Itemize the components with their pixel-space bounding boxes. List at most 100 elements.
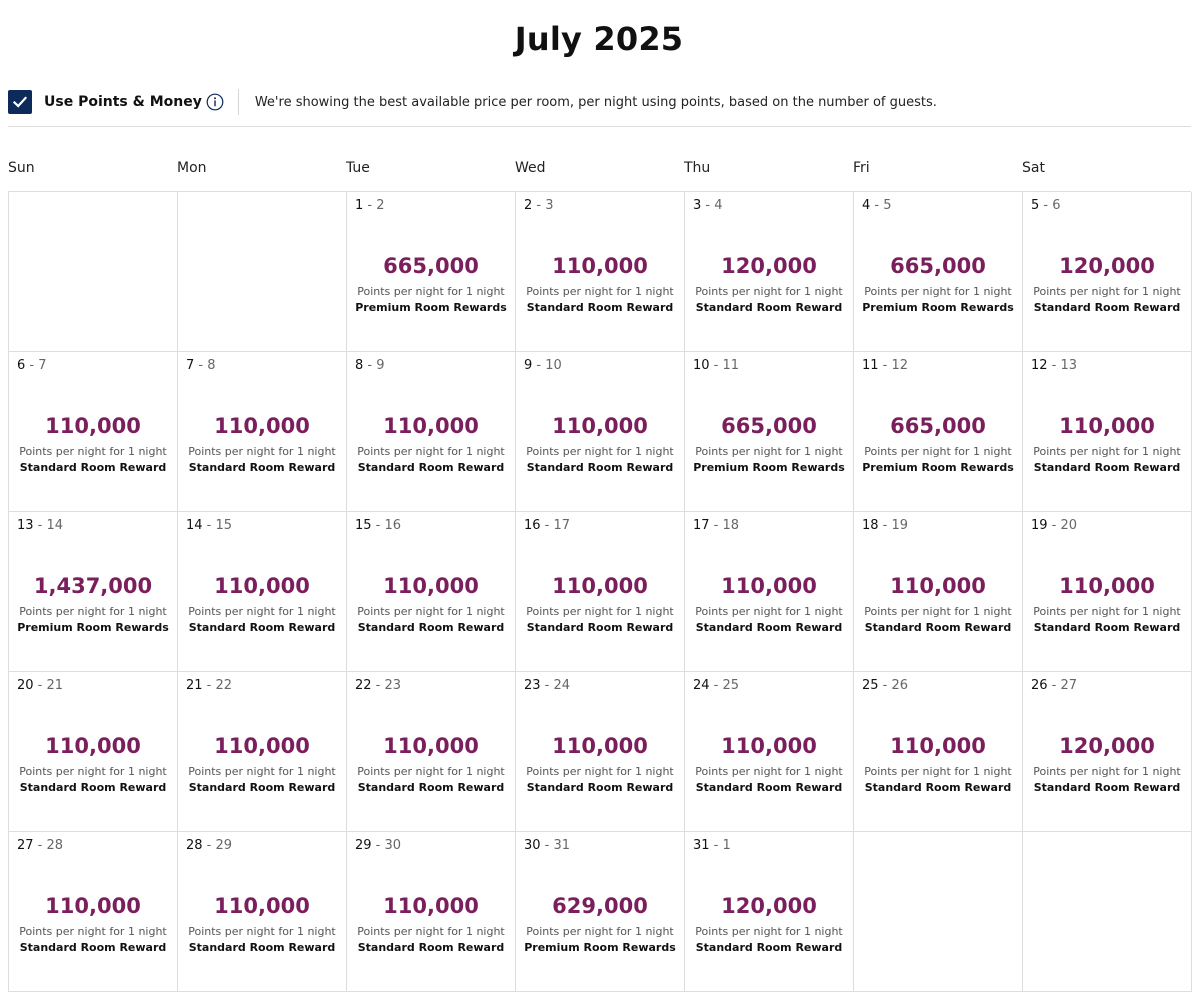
room-reward-type: Standard Room Reward — [357, 941, 505, 954]
checkout-date: 3 — [545, 198, 554, 213]
checkout-date: 10 — [545, 358, 562, 373]
checkout-date: 30 — [384, 838, 402, 853]
checkin-date: 6 — [17, 358, 26, 373]
room-reward-type: Standard Room Reward — [526, 621, 674, 634]
checkin-date: 30 — [524, 838, 541, 853]
points-price: 110,000 — [721, 574, 817, 598]
day-cell[interactable]: 9 - 10 110,000 Points per night for 1 nigh… — [516, 352, 685, 512]
day-cell[interactable]: 26 - 27 120,000 Points per night for 1 nig… — [1023, 672, 1192, 832]
day-cell[interactable]: 23 - 24 110,000 Points per night for 1 nig… — [516, 672, 685, 832]
day-cell[interactable]: 15 - 16 110,000 Points per night for 1 nig… — [347, 512, 516, 672]
checkin-date: 19 — [1031, 518, 1048, 533]
day-cell[interactable]: 27 - 28 110,000 Points per night for 1 nig… — [9, 832, 178, 992]
day-cell[interactable]: 21 - 22 110,000 Points per night for 1 nig… — [178, 672, 347, 832]
checkin-date: 29 — [355, 838, 372, 853]
day-cell[interactable]: 22 - 23 110,000 Points per night for 1 nig… — [347, 672, 516, 832]
checkin-date: 24 — [693, 678, 710, 693]
checkin-date: 3 — [693, 198, 702, 213]
date-range-separator: - — [25, 358, 39, 373]
empty-day-cell — [9, 192, 178, 352]
date-range-separator: - — [878, 358, 892, 373]
checkout-date: 17 — [553, 518, 571, 533]
points-price: 1,437,000 — [33, 574, 153, 598]
room-reward-type: Standard Room Reward — [1033, 301, 1181, 314]
day-cell[interactable]: 28 - 29 110,000 Points per night for 1 nig… — [178, 832, 347, 992]
date-range: 17 - 18 — [693, 518, 739, 533]
day-cell[interactable]: 20 - 21 110,000 Points per night for 1 nig… — [9, 672, 178, 832]
date-range: 19 - 20 — [1031, 518, 1077, 533]
day-cell[interactable]: 8 - 9 110,000 Points per night for 1 night… — [347, 352, 516, 512]
day-cell[interactable]: 30 - 31 629,000 Points per night for 1 nig… — [516, 832, 685, 992]
checkin-date: 12 — [1031, 358, 1048, 373]
day-cell[interactable]: 7 - 8 110,000 Points per night for 1 night… — [178, 352, 347, 512]
date-range-separator: - — [363, 198, 377, 213]
checkout-date: 11 — [722, 358, 740, 373]
room-reward-type: Standard Room Reward — [526, 781, 674, 794]
room-reward-type: Standard Room Reward — [357, 461, 505, 474]
room-reward-type: Standard Room Reward — [526, 301, 674, 314]
checkin-date: 18 — [862, 518, 879, 533]
day-cell[interactable]: 24 - 25 110,000 Points per night for 1 nig… — [685, 672, 854, 832]
date-range-separator: - — [532, 358, 546, 373]
date-range-separator: - — [33, 518, 47, 533]
checkout-date: 6 — [1052, 198, 1061, 213]
day-cell[interactable]: 29 - 30 110,000 Points per night for 1 nig… — [347, 832, 516, 992]
date-range: 4 - 5 — [862, 198, 892, 213]
day-cell[interactable]: 6 - 7 110,000 Points per night for 1 night… — [9, 352, 178, 512]
points-per-night-caption: Points per night for 1 night — [526, 605, 674, 618]
points-per-night-caption: Points per night for 1 night — [695, 285, 843, 298]
day-cell[interactable]: 18 - 19 110,000 Points per night for 1 nig… — [854, 512, 1023, 672]
checkout-date: 14 — [46, 518, 64, 533]
checkin-date: 2 — [524, 198, 533, 213]
day-cell[interactable]: 4 - 5 665,000 Points per night for 1 night… — [854, 192, 1023, 352]
checkout-date: 12 — [891, 358, 909, 373]
date-range-separator: - — [202, 518, 216, 533]
room-reward-type: Premium Room Rewards — [862, 301, 1014, 314]
day-cell[interactable]: 10 - 11 665,000 Points per night for 1 nig… — [685, 352, 854, 512]
day-cell[interactable]: 12 - 13 110,000 Points per night for 1 nig… — [1023, 352, 1192, 512]
checkin-date: 11 — [862, 358, 879, 373]
points-per-night-caption: Points per night for 1 night — [188, 925, 336, 938]
room-reward-type: Standard Room Reward — [357, 621, 505, 634]
day-cell[interactable]: 11 - 12 665,000 Points per night for 1 nig… — [854, 352, 1023, 512]
checkin-date: 5 — [1031, 198, 1040, 213]
date-range-separator: - — [709, 518, 723, 533]
day-cell[interactable]: 16 - 17 110,000 Points per night for 1 nig… — [516, 512, 685, 672]
date-range: 13 - 14 — [17, 518, 63, 533]
use-points-money-checkbox[interactable] — [8, 90, 32, 114]
date-range: 29 - 30 — [355, 838, 401, 853]
date-range-separator: - — [878, 678, 892, 693]
day-cell[interactable]: 31 - 1 120,000 Points per night for 1 nigh… — [685, 832, 854, 992]
date-range-separator: - — [709, 358, 723, 373]
checkout-date: 13 — [1060, 358, 1078, 373]
room-reward-type: Standard Room Reward — [695, 621, 843, 634]
points-per-night-caption: Points per night for 1 night — [526, 285, 674, 298]
checkout-date: 8 — [207, 358, 216, 373]
day-cell[interactable]: 25 - 26 110,000 Points per night for 1 nig… — [854, 672, 1023, 832]
calendar-month-title: July 2025 — [514, 20, 684, 58]
date-range-separator: - — [371, 678, 385, 693]
points-price: 110,000 — [721, 734, 817, 758]
day-cell[interactable]: 1 - 2 665,000 Points per night for 1 night… — [347, 192, 516, 352]
day-cell[interactable]: 13 - 14 1,437,000 Points per night for 1 n… — [9, 512, 178, 672]
checkout-date: 31 — [553, 838, 571, 853]
date-range: 11 - 12 — [862, 358, 908, 373]
day-cell[interactable]: 19 - 20 110,000 Points per night for 1 nig… — [1023, 512, 1192, 672]
room-reward-type: Standard Room Reward — [526, 461, 674, 474]
info-circle-icon[interactable] — [206, 93, 224, 111]
day-cell[interactable]: 14 - 15 110,000 Points per night for 1 nig… — [178, 512, 347, 672]
day-cell[interactable]: 17 - 18 110,000 Points per night for 1 nig… — [685, 512, 854, 672]
date-range-separator: - — [532, 198, 546, 213]
day-cell[interactable]: 5 - 6 120,000 Points per night for 1 night… — [1023, 192, 1192, 352]
points-per-night-caption: Points per night for 1 night — [1033, 445, 1181, 458]
points-per-night-caption: Points per night for 1 night — [695, 765, 843, 778]
points-price: 110,000 — [383, 894, 479, 918]
checkin-date: 17 — [693, 518, 710, 533]
checkout-date: 19 — [891, 518, 909, 533]
points-per-night-caption: Points per night for 1 night — [526, 445, 674, 458]
points-price: 110,000 — [1059, 574, 1155, 598]
points-price: 120,000 — [1059, 734, 1155, 758]
day-cell[interactable]: 3 - 4 120,000 Points per night for 1 night… — [685, 192, 854, 352]
room-reward-type: Premium Room Rewards — [524, 941, 676, 954]
day-cell[interactable]: 2 - 3 110,000 Points per night for 1 night… — [516, 192, 685, 352]
